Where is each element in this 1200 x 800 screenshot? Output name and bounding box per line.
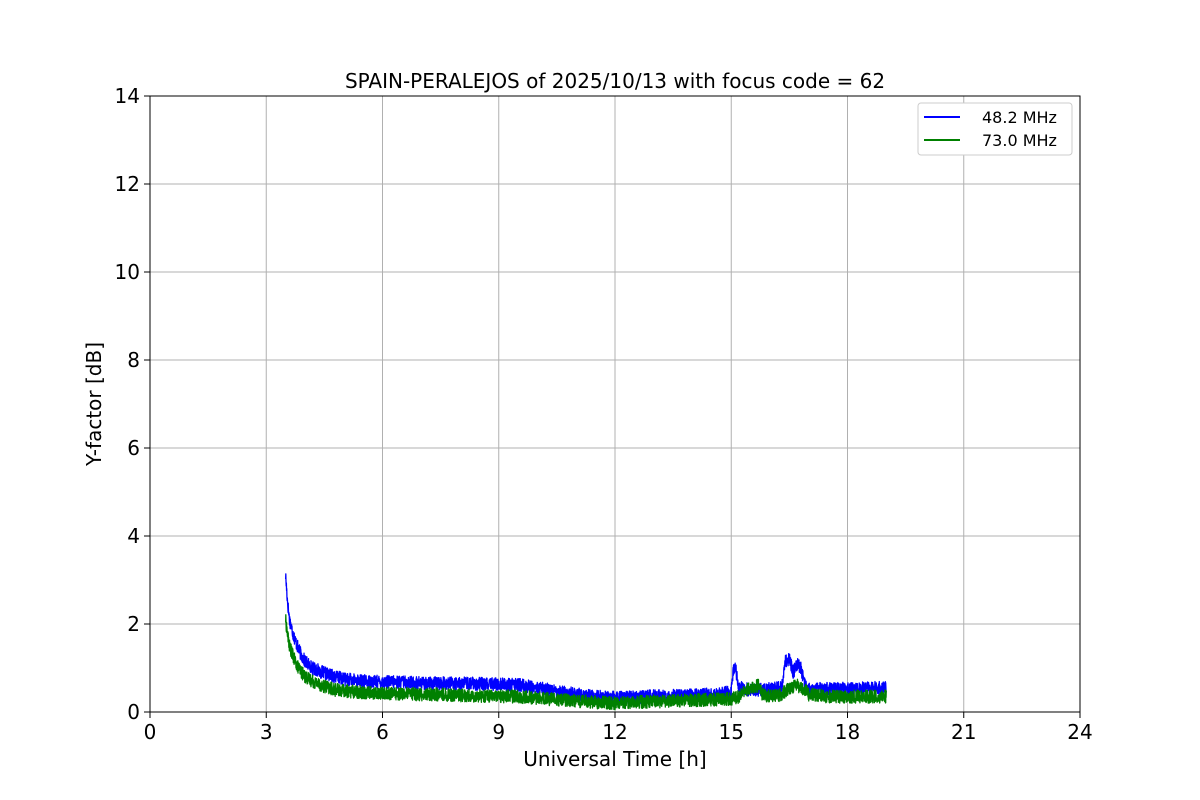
y-tick-label: 12: [115, 172, 140, 196]
y-tick-label: 14: [115, 84, 140, 108]
legend: 48.2 MHz 73.0 MHz: [917, 102, 1073, 156]
x-tick-label: 12: [602, 720, 627, 744]
x-tick-label: 6: [376, 720, 389, 744]
y-tick-label: 2: [127, 612, 140, 636]
x-tick-label: 18: [835, 720, 860, 744]
x-tick-label: 0: [144, 720, 157, 744]
series-layer: [284, 573, 887, 711]
legend-label-73mhz: 73.0 MHz: [982, 131, 1057, 150]
series-line-48-2-mhz: [284, 573, 887, 705]
x-tick-label: 21: [951, 720, 976, 744]
legend-label-48mhz: 48.2 MHz: [982, 108, 1057, 127]
y-tick-label: 6: [127, 436, 140, 460]
series-line-73-0-mhz: [284, 614, 887, 711]
y-tick-label: 10: [115, 260, 140, 284]
x-tick-label: 3: [260, 720, 273, 744]
y-axis-label: Y-factor [dB]: [82, 342, 106, 467]
x-tick-label: 15: [719, 720, 744, 744]
chart-title: SPAIN-PERALEJOS of 2025/10/13 with focus…: [345, 69, 885, 93]
x-tick-label: 9: [492, 720, 505, 744]
y-tick-label: 8: [127, 348, 140, 372]
y-tick-label: 0: [127, 700, 140, 724]
x-tick-label: 24: [1067, 720, 1092, 744]
x-axis-label: Universal Time [h]: [523, 747, 706, 771]
y-tick-label: 4: [127, 524, 140, 548]
